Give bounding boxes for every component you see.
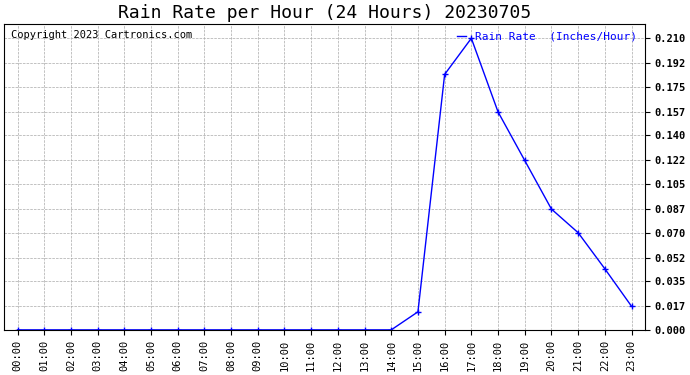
Legend: Rain Rate  (Inches/Hour): Rain Rate (Inches/Hour) (455, 29, 640, 44)
Title: Rain Rate per Hour (24 Hours) 20230705: Rain Rate per Hour (24 Hours) 20230705 (118, 4, 531, 22)
Text: Copyright 2023 Cartronics.com: Copyright 2023 Cartronics.com (10, 30, 192, 40)
